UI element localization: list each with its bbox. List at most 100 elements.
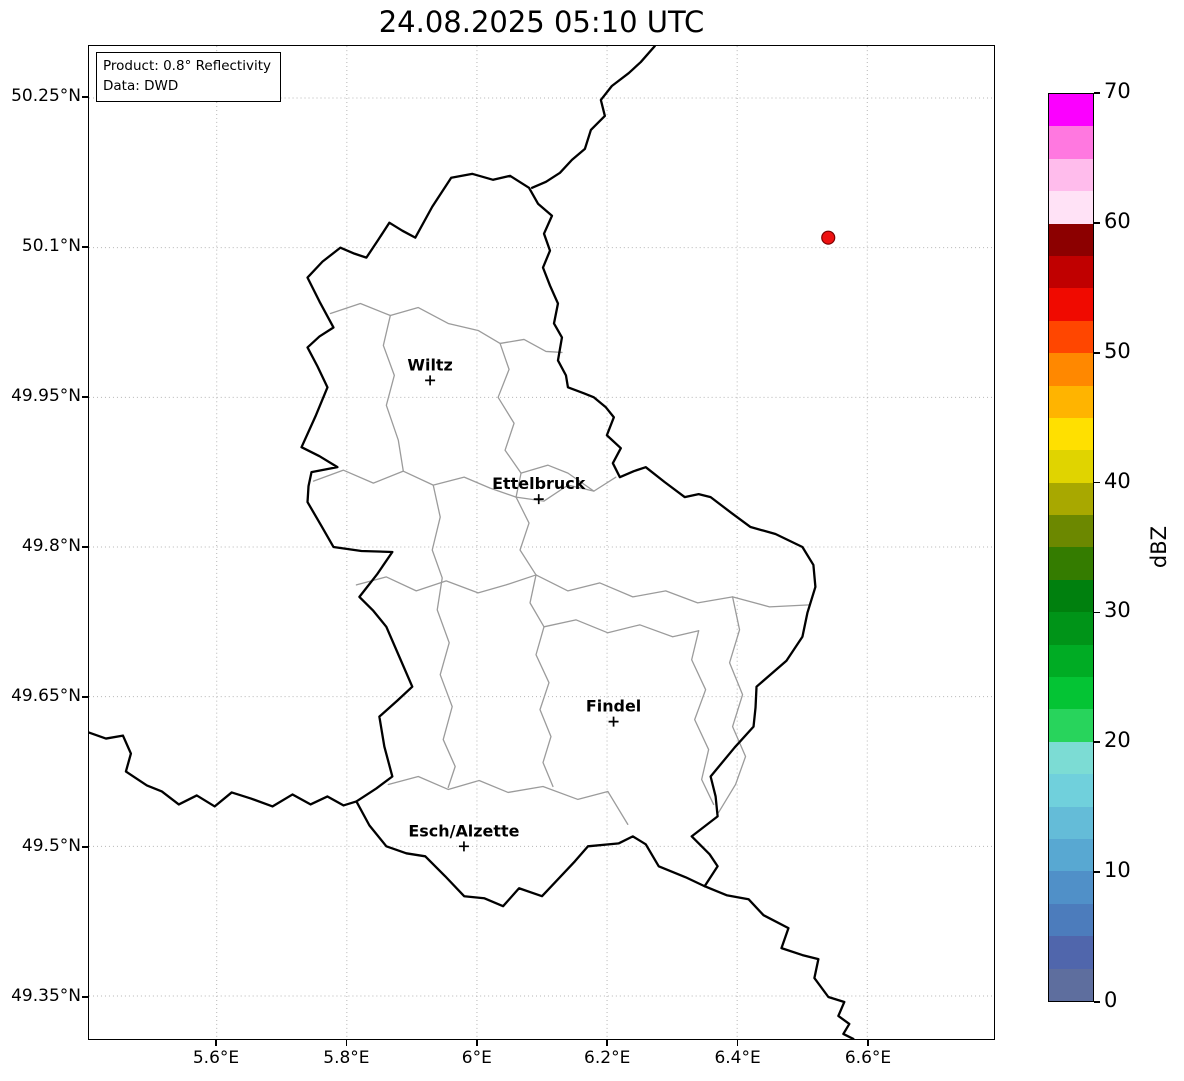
colorbar-segment — [1049, 320, 1093, 354]
colorbar-tick-label: 60 — [1104, 208, 1131, 233]
colorbar-segment — [1049, 482, 1093, 516]
lon-tick-mark — [606, 1040, 608, 1046]
data-source-line: Data: DWD — [103, 78, 179, 95]
colorbar-segment — [1049, 871, 1093, 904]
colorbar-segment — [1049, 417, 1093, 451]
colorbar-segment — [1049, 936, 1093, 969]
map-canvas: Wiltz Ettelbruck Findel Esch/Alzette — [89, 46, 994, 1039]
colorbar-tick-mark — [1094, 1001, 1100, 1003]
colorbar-tick-label: 30 — [1104, 598, 1131, 623]
colorbar-segment — [1049, 709, 1093, 742]
colorbar-segment — [1049, 968, 1093, 1001]
district-borders — [312, 302, 811, 826]
lon-tick-label: 6.6°E — [844, 1048, 892, 1068]
colorbar-segment — [1049, 806, 1093, 839]
colorbar-segment — [1049, 255, 1093, 289]
city-label: Findel — [586, 697, 641, 716]
lat-tick-label: 49.65°N — [11, 686, 81, 706]
colorbar-tick-label: 40 — [1104, 468, 1131, 493]
colorbar-tick-mark — [1094, 611, 1100, 614]
lat-tick-mark — [82, 96, 88, 98]
colorbar-segment — [1049, 385, 1093, 418]
lat-tick-label: 49.35°N — [11, 986, 81, 1006]
district-border-path — [515, 496, 554, 788]
lat-tick-mark — [82, 246, 88, 248]
product-info-box: Product: 0.8° Reflectivity Data: DWD — [96, 52, 281, 102]
colorbar-tick-label: 20 — [1104, 728, 1131, 753]
lon-tick-mark — [345, 1040, 348, 1046]
colorbar-segment — [1049, 450, 1093, 483]
colorbar-segment — [1049, 158, 1093, 192]
grid-layer — [89, 46, 994, 1039]
lon-tick-label: 6.4°E — [714, 1048, 761, 1068]
colorbar-segment — [1049, 223, 1093, 256]
city-label: Ettelbruck — [492, 474, 586, 493]
product-info-line: Product: 0.8° Reflectivity — [103, 58, 271, 74]
colorbar-unit-label: dBZ — [1147, 525, 1171, 569]
colorbar-tick-mark — [1094, 871, 1100, 873]
colorbar-segment — [1049, 903, 1093, 937]
colorbar-segment — [1049, 191, 1093, 224]
city-label: Wiltz — [407, 355, 452, 374]
colorbar-segment — [1049, 94, 1093, 127]
colorbar-tick-mark — [1094, 351, 1100, 354]
colorbar-tick-mark — [1094, 741, 1100, 744]
lat-tick-mark — [82, 546, 88, 548]
district-border-path — [355, 574, 537, 594]
lon-tick-mark — [476, 1040, 478, 1046]
lon-tick-mark — [867, 1040, 869, 1046]
colorbar-tick-label: 0 — [1104, 988, 1118, 1012]
colorbar-tick-label: 50 — [1104, 338, 1131, 363]
lon-tick-label: 6.2°E — [584, 1048, 631, 1068]
colorbar — [1048, 93, 1094, 1002]
lon-tick-label: 5.8°E — [323, 1048, 370, 1068]
colorbar-tick-mark — [1094, 222, 1100, 224]
colorbar-segment — [1049, 288, 1093, 321]
lat-tick-mark — [82, 996, 88, 998]
colorbar-segment — [1049, 515, 1093, 548]
lat-tick-mark — [82, 396, 88, 398]
lon-tick-label: 6°E — [461, 1048, 492, 1068]
colorbar-segment — [1049, 644, 1093, 678]
lon-tick-mark — [736, 1040, 739, 1046]
district-border-path — [329, 302, 563, 354]
district-border-path — [691, 630, 715, 806]
lat-tick-label: 50.25°N — [11, 86, 81, 106]
colorbar-segment — [1049, 677, 1093, 710]
country-borders — [89, 46, 855, 1039]
city-marker-icon — [425, 375, 436, 386]
colorbar-segment — [1049, 612, 1093, 645]
district-border-path — [535, 574, 811, 608]
district-border-path — [312, 469, 517, 498]
france-belgium-border-path — [89, 731, 358, 808]
colorbar-segment — [1049, 838, 1093, 872]
district-border-path — [431, 484, 456, 789]
lat-tick-mark — [82, 846, 88, 848]
colorbar-tick-mark — [1094, 92, 1100, 94]
district-border-path — [382, 314, 404, 472]
colorbar-segment — [1049, 774, 1093, 807]
lat-tick-label: 49.5°N — [21, 836, 81, 856]
colorbar-tick-label: 10 — [1104, 858, 1131, 883]
lat-tick-label: 50.1°N — [21, 236, 81, 256]
lon-tick-label: 5.6°E — [192, 1048, 240, 1068]
lat-tick-label: 49.95°N — [11, 386, 81, 406]
lat-tick-mark — [82, 696, 88, 698]
district-border-path — [717, 596, 747, 814]
colorbar-segment — [1049, 126, 1093, 159]
district-border-path — [387, 775, 629, 826]
district-border-path — [520, 464, 595, 492]
colorbar-segment — [1049, 741, 1093, 775]
luxembourg-border-path — [300, 172, 817, 908]
figure-title: 24.08.2025 05:10 UTC — [378, 5, 705, 39]
city-label: Esch/Alzette — [408, 821, 519, 840]
colorbar-unit-wrap: dBZ — [1124, 517, 1184, 577]
district-border-path — [543, 619, 700, 638]
germany-belgium-border-path — [530, 46, 656, 189]
colorbar-segment — [1049, 547, 1093, 580]
city-marker-icon — [458, 841, 469, 852]
france-germany-border-path — [703, 885, 855, 1039]
city-marker-icon — [608, 716, 619, 727]
city-layer: Wiltz Ettelbruck Findel Esch/Alzette — [407, 355, 641, 852]
